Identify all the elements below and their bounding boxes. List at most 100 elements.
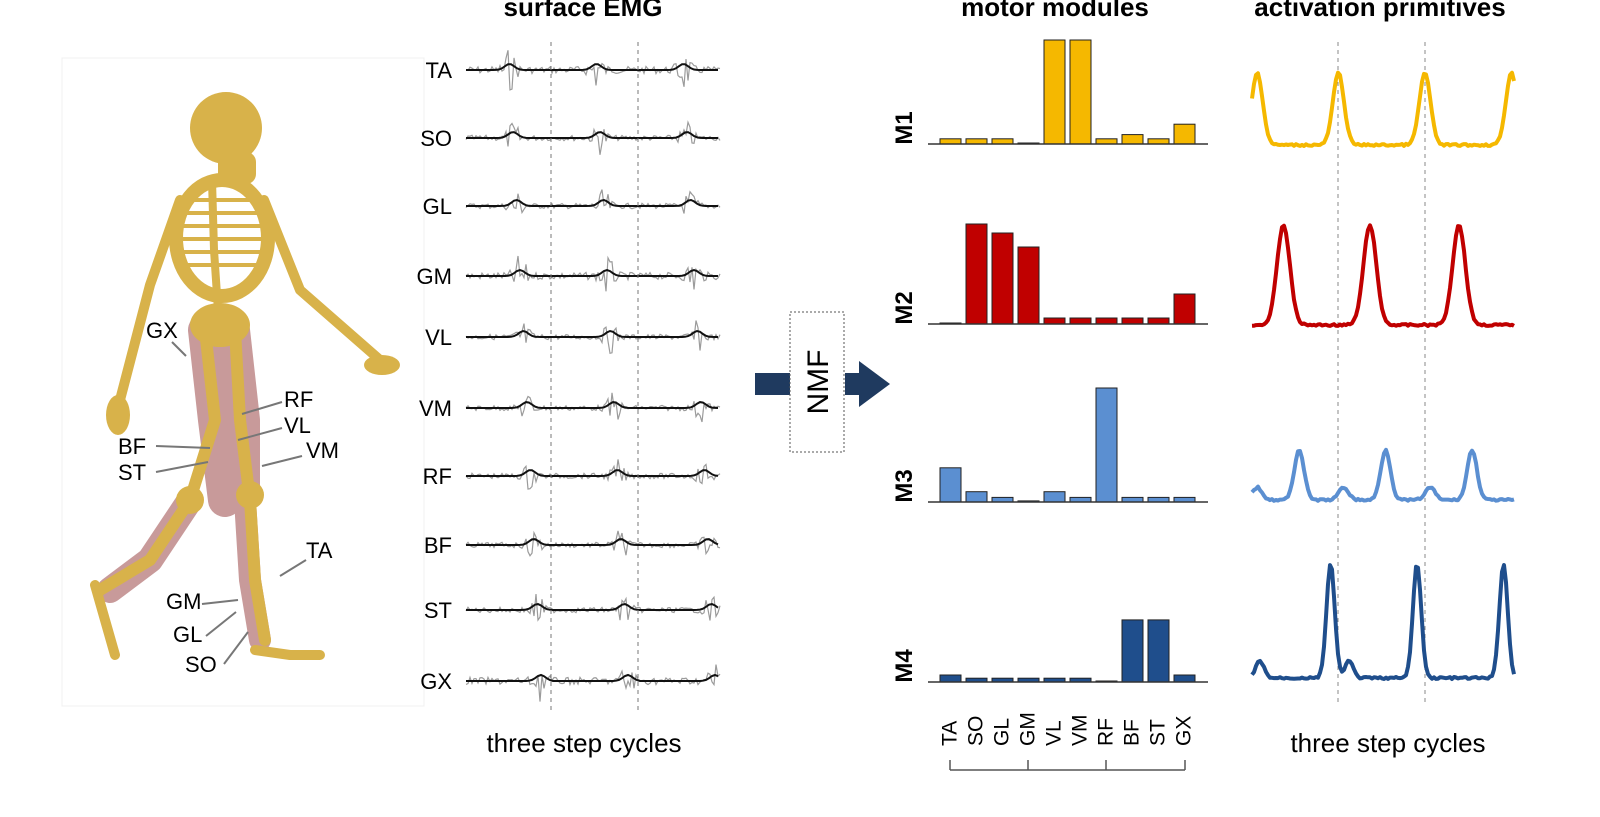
emg-envelope-trace <box>466 469 719 477</box>
emg-envelope-trace <box>466 603 719 611</box>
bar-st <box>1147 317 1170 325</box>
skull <box>190 92 262 164</box>
emg-raw-trace <box>465 255 721 292</box>
bar-vm <box>1069 39 1092 145</box>
label-pointer-arrow <box>171 341 187 357</box>
arrow-shaft-left <box>755 373 791 395</box>
emg-raw-trace <box>465 530 721 557</box>
activation-primitive-trace-m4 <box>1250 563 1516 681</box>
bar-rf <box>1095 138 1118 145</box>
bar-vl <box>1043 39 1066 145</box>
body-label-gx: GX <box>146 318 178 343</box>
nmf-arrow: NMF <box>755 311 890 453</box>
bar-vl <box>1043 317 1066 325</box>
emg-envelope-trace <box>466 268 718 277</box>
module-row-label: M3 <box>891 469 918 502</box>
bar-gx <box>1173 293 1196 325</box>
bar-ta <box>939 138 962 145</box>
axis-label-vl: VL <box>1043 720 1066 746</box>
bar-so <box>965 223 988 325</box>
bar-bf <box>1121 619 1144 683</box>
bar-bf <box>1121 134 1144 145</box>
primitives-x-caption: three step cycles <box>1290 728 1485 758</box>
emg-raw-trace <box>465 664 721 702</box>
body-label-gm: GM <box>166 589 201 614</box>
bar-st <box>1147 138 1170 145</box>
axis-label-st: ST <box>1147 719 1170 746</box>
bar-st <box>1147 619 1170 683</box>
emg-x-caption: three step cycles <box>486 728 681 758</box>
emg-traces <box>465 50 721 702</box>
emg-raw-trace <box>465 593 721 622</box>
emg-envelope-trace <box>466 198 718 207</box>
activation-primitive-trace-m3 <box>1250 447 1515 503</box>
axis-label-bf: BF <box>1121 719 1144 746</box>
label-pointer-arrow <box>155 445 211 449</box>
axis-label-gx: GX <box>1173 716 1196 746</box>
emg-envelope-trace <box>466 329 718 338</box>
emg-label-ta: TA <box>426 58 453 83</box>
rear-foot-bone <box>90 580 120 660</box>
emg-raw-trace <box>465 189 721 215</box>
emg-label-gl: GL <box>423 194 452 219</box>
axis-label-vm: VM <box>1069 715 1092 747</box>
emg-label-gm: GM <box>417 264 452 289</box>
bar-vl <box>1043 491 1066 503</box>
module-chart-m1: M1 <box>891 39 1208 145</box>
left-arm-bone <box>115 195 185 405</box>
label-pointer-arrow <box>201 599 239 605</box>
label-pointer-arrow <box>223 631 249 665</box>
right-hand-bone <box>364 355 400 375</box>
emg-label-so: SO <box>420 126 452 151</box>
emg-label-st: ST <box>424 598 452 623</box>
bar-gm <box>1017 246 1040 325</box>
muscle-axis: TA SO GL GM VL VM RF BF ST GX <box>939 712 1196 771</box>
emg-envelope-trace <box>466 63 718 71</box>
front-knee <box>236 481 264 509</box>
rear-knee <box>176 486 204 514</box>
body-label-vm: VM <box>306 438 339 463</box>
bar-so <box>965 491 988 503</box>
bar-gl <box>991 232 1014 325</box>
right-arrow-icon <box>859 361 890 407</box>
label-pointer-arrow <box>279 559 307 577</box>
body-label-so: SO <box>185 652 217 677</box>
bar-ta <box>939 467 962 503</box>
nmf-box <box>789 311 845 453</box>
emg-label-vl: VL <box>425 325 452 350</box>
bar-gl <box>991 138 1014 145</box>
heading-motor-modules: motor modules <box>961 0 1149 22</box>
module-chart-m2: M2 <box>891 223 1208 325</box>
emg-muscle-labels: TA SO GL GM VL VM RF BF ST GX <box>417 58 453 694</box>
body-label-vl: VL <box>284 413 311 438</box>
emg-label-vm: VM <box>419 396 452 421</box>
label-pointer-arrow <box>241 401 283 415</box>
body-label-bf: BF <box>118 434 146 459</box>
emg-label-gx: GX <box>420 669 452 694</box>
axis-label-gl: GL <box>991 718 1014 746</box>
bar-bf <box>1121 317 1144 325</box>
emg-label-rf: RF <box>423 464 452 489</box>
body-muscle-labels: GX RF VL BF VM ST TA GM GL SO <box>118 318 339 677</box>
bar-ta <box>939 674 962 683</box>
front-foot-bone <box>250 645 325 660</box>
bar-rf <box>1095 317 1118 325</box>
label-pointer-arrow <box>205 611 237 637</box>
axis-label-ta: TA <box>939 721 962 746</box>
bar-rf <box>1095 387 1118 503</box>
emg-envelope-trace <box>466 401 719 409</box>
body-label-ta: TA <box>306 538 333 563</box>
label-pointer-arrow <box>237 427 283 441</box>
bar-vm <box>1069 317 1092 325</box>
axis-label-rf: RF <box>1095 718 1118 746</box>
heading-activation-primitives: activation primitives <box>1254 0 1505 22</box>
emg-raw-trace <box>465 459 721 490</box>
emg-raw-trace <box>465 50 721 91</box>
emg-label-bf: BF <box>424 533 452 558</box>
axis-label-so: SO <box>965 716 988 746</box>
body-label-gl: GL <box>173 622 202 647</box>
motor-modules-charts: M1 M2 M3 M4 <box>891 39 1208 683</box>
activation-primitives-panel: three step cycles <box>1250 42 1516 758</box>
arrow-shaft-right <box>845 373 859 395</box>
